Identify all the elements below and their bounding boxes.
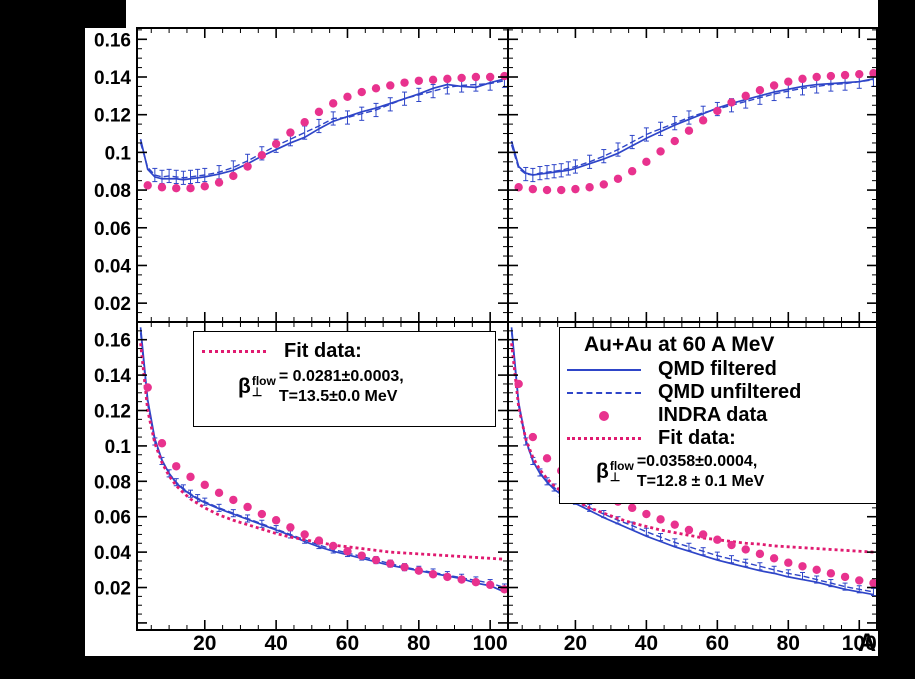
svg-text:40: 40 [264, 632, 287, 655]
beta-value: =0.0358±0.0004, [636, 453, 758, 470]
legend-label-qmd-unfiltered: QMD unfiltered [658, 381, 802, 403]
svg-text:80: 80 [407, 632, 430, 655]
svg-text:0.06: 0.06 [94, 219, 131, 240]
svg-text:0.04: 0.04 [94, 543, 131, 564]
qmd-filtered-sample [560, 368, 648, 371]
svg-text:0.1: 0.1 [105, 143, 132, 164]
fit-values: =0.0358±0.0004, T=12.8 ± 0.1 MeV [637, 452, 765, 492]
temperature-value: T=13.5±0.0 MeV [278, 388, 398, 405]
legend-label-fit: Fit data: [658, 427, 736, 449]
svg-text:0.16: 0.16 [94, 30, 131, 51]
legend-label-fit: Fit data: [284, 339, 362, 362]
svg-text:0.12: 0.12 [94, 402, 131, 423]
svg-text:0.1: 0.1 [105, 437, 132, 458]
svg-text:100: 100 [842, 632, 877, 655]
legend-entry-fit: Fit data: [194, 339, 495, 363]
legend-fit-left: Fit data: β flow ⊥ = 0.0281±0.0003, T=13… [193, 331, 496, 427]
legend-entry-fit: Fit data: [560, 427, 876, 450]
temperature-value: T=12.8 ± 0.1 MeV [636, 473, 765, 490]
data-point-icon [599, 410, 609, 421]
legend-label-indra: INDRA data [658, 404, 768, 426]
x-axis-title: A [858, 629, 877, 657]
beta-subscript: ⊥ [609, 470, 621, 484]
svg-text:20: 20 [564, 632, 587, 655]
legend-entry-qmd-filtered: QMD filtered [560, 358, 876, 381]
fit-parameters-right: β flow ⊥ =0.0358±0.0004, T=12.8 ± 0.1 Me… [596, 452, 876, 492]
svg-text:0.08: 0.08 [94, 181, 131, 202]
svg-text:80: 80 [777, 632, 800, 655]
svg-text:40: 40 [635, 632, 658, 655]
legend-title: Au+Au at 60 A MeV [584, 333, 775, 356]
beta-value: = 0.0281±0.0003, [278, 368, 404, 385]
legend-entry-indra: INDRA data [560, 404, 876, 427]
svg-text:60: 60 [706, 632, 729, 655]
qmd-unfiltered-sample [560, 391, 648, 394]
fit-values: = 0.0281±0.0003, T=13.5±0.0 MeV [279, 367, 404, 407]
fit-dotted-line-icon [567, 437, 641, 440]
legend-entry-qmd-unfiltered: QMD unfiltered [560, 381, 876, 404]
svg-text:20: 20 [193, 632, 216, 655]
svg-text:100: 100 [473, 632, 508, 655]
svg-text:0.16: 0.16 [94, 331, 131, 352]
beta-symbol: β [238, 375, 251, 398]
svg-text:0.02: 0.02 [94, 579, 131, 600]
svg-text:0.04: 0.04 [94, 256, 131, 277]
svg-text:0.06: 0.06 [94, 508, 131, 529]
beta-subsup: flow ⊥ [251, 374, 276, 399]
beta-subsup: flow ⊥ [609, 459, 634, 484]
indra-sample [560, 410, 648, 421]
beta-subscript: ⊥ [251, 385, 263, 399]
fit-line-sample [560, 437, 648, 440]
fit-parameters-left: β flow ⊥ = 0.0281±0.0003, T=13.5±0.0 MeV [238, 367, 495, 407]
svg-text:60: 60 [336, 632, 359, 655]
fit-line-sample [194, 349, 274, 353]
legend-label-qmd-filtered: QMD filtered [658, 358, 777, 380]
dashed-line-icon [567, 391, 641, 394]
corner-patch [0, 0, 126, 28]
fit-dotted-line-icon [202, 349, 266, 353]
svg-text:0.14: 0.14 [94, 366, 131, 387]
svg-text:0.12: 0.12 [94, 106, 131, 127]
legend-main-right: Au+Au at 60 A MeV QMD filtered QMD unfil… [559, 327, 877, 504]
solid-line-icon [567, 368, 641, 371]
beta-superscript: flow [251, 374, 276, 388]
svg-text:0.08: 0.08 [94, 472, 131, 493]
svg-text:0.14: 0.14 [94, 68, 131, 89]
svg-text:0.02: 0.02 [94, 294, 131, 315]
beta-symbol: β [596, 460, 609, 483]
beta-superscript: flow [609, 459, 634, 473]
